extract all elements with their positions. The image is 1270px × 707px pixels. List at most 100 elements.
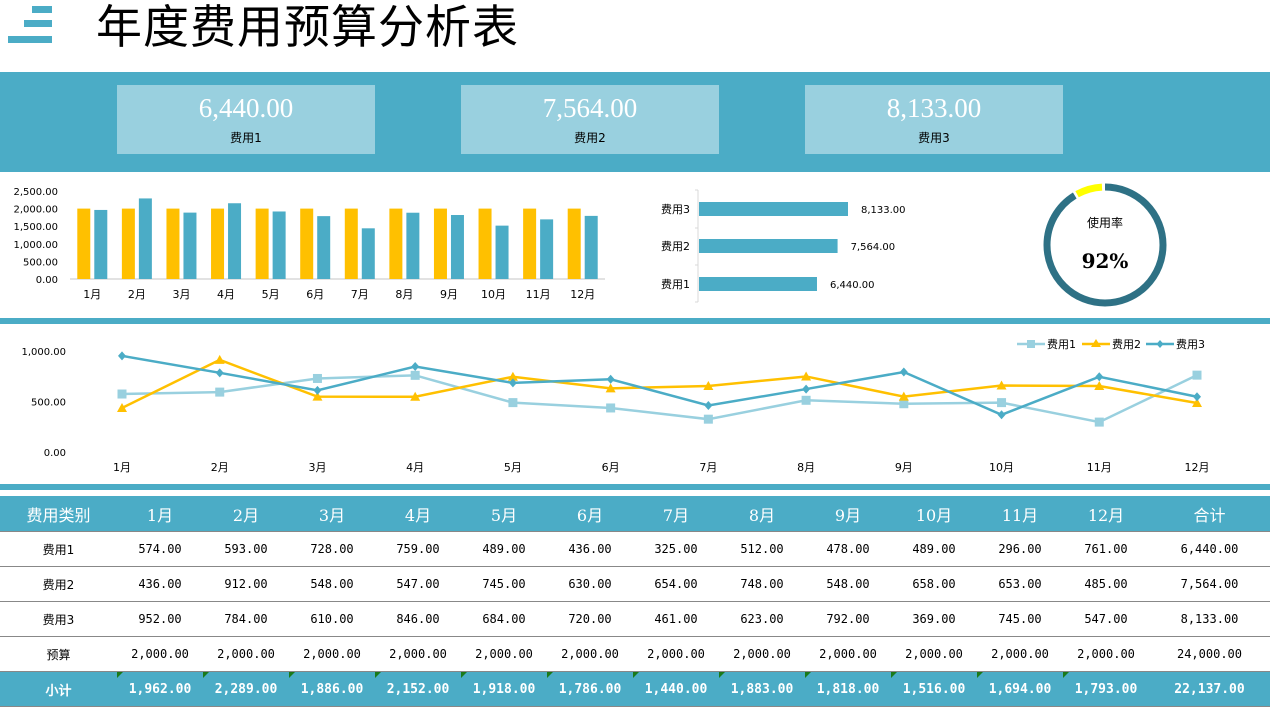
table-cell[interactable]: 547.00 <box>375 566 461 602</box>
data-point <box>997 398 1007 408</box>
subtotal-cell[interactable]: 1,886.00 <box>289 671 375 707</box>
x-tick-label: 5月 <box>504 461 522 474</box>
data-point <box>899 399 909 409</box>
header-column: 合计 <box>1149 496 1270 532</box>
row-label[interactable]: 预算 <box>0 636 117 672</box>
data-point <box>802 384 811 394</box>
table-cell[interactable]: 593.00 <box>203 531 289 567</box>
table-cell[interactable]: 7,564.00 <box>1149 566 1270 602</box>
table-cell[interactable]: 610.00 <box>289 601 375 637</box>
header-column: 1月 <box>117 496 203 532</box>
x-tick-label: 9月 <box>440 288 458 301</box>
table-cell[interactable]: 478.00 <box>805 531 891 567</box>
kpi-label: 费用3 <box>918 131 950 145</box>
subtotal-cell[interactable]: 1,793.00 <box>1063 671 1149 707</box>
table-cell[interactable]: 489.00 <box>461 531 547 567</box>
table-cell[interactable]: 653.00 <box>977 566 1063 602</box>
monthly-bar-chart: 0.00 500.00 1,000.00 1,500.00 2,000.00 2,500.… <box>13 187 605 301</box>
data-point <box>1094 417 1104 427</box>
menu-bar-top <box>32 6 52 13</box>
subtotal-cell[interactable]: 1,786.00 <box>547 671 633 707</box>
subtotal-cell[interactable]: 22,137.00 <box>1149 671 1270 707</box>
table-cell[interactable]: 748.00 <box>719 566 805 602</box>
header-category: 费用类别 <box>0 496 117 532</box>
table-cell[interactable]: 2,000.00 <box>461 636 547 672</box>
menu-bars-icon <box>8 6 52 44</box>
subtotal-bar <box>584 215 598 279</box>
subtotal-cell[interactable]: 2,289.00 <box>203 671 289 707</box>
table-cell[interactable]: 761.00 <box>1063 531 1149 567</box>
table-cell[interactable]: 2,000.00 <box>1063 636 1149 672</box>
table-cell[interactable]: 296.00 <box>977 531 1063 567</box>
data-point <box>997 410 1006 420</box>
table-cell[interactable]: 720.00 <box>547 601 633 637</box>
subtotal-cell[interactable]: 1,516.00 <box>891 671 977 707</box>
subtotal-cell[interactable]: 1,918.00 <box>461 671 547 707</box>
subtotal-cell[interactable]: 1,818.00 <box>805 671 891 707</box>
budget-bar <box>300 208 314 279</box>
subtotal-cell[interactable]: 1,694.00 <box>977 671 1063 707</box>
table-cell[interactable]: 369.00 <box>891 601 977 637</box>
table-cell[interactable]: 2,000.00 <box>891 636 977 672</box>
row-label[interactable]: 费用3 <box>0 601 117 637</box>
table-cell[interactable]: 2,000.00 <box>117 636 203 672</box>
table-cell[interactable]: 325.00 <box>633 531 719 567</box>
table-cell[interactable]: 489.00 <box>891 531 977 567</box>
table-cell[interactable]: 759.00 <box>375 531 461 567</box>
data-point <box>508 398 518 408</box>
subtotal-cell[interactable]: 1,883.00 <box>719 671 805 707</box>
table-cell[interactable]: 952.00 <box>117 601 203 637</box>
table-cell[interactable]: 485.00 <box>1063 566 1149 602</box>
budget-bar <box>211 208 225 279</box>
table-cell[interactable]: 548.00 <box>289 566 375 602</box>
table-cell[interactable]: 658.00 <box>891 566 977 602</box>
subtotal-cell[interactable]: 2,152.00 <box>375 671 461 707</box>
table-cell[interactable]: 792.00 <box>805 601 891 637</box>
table-cell[interactable]: 728.00 <box>289 531 375 567</box>
subtotal-label[interactable]: 小计 <box>0 671 117 707</box>
table-cell[interactable]: 512.00 <box>719 531 805 567</box>
table-cell[interactable]: 784.00 <box>203 601 289 637</box>
table-cell[interactable]: 630.00 <box>547 566 633 602</box>
table-cell[interactable]: 846.00 <box>375 601 461 637</box>
row-label[interactable]: 费用1 <box>0 531 117 567</box>
row-label[interactable]: 费用2 <box>0 566 117 602</box>
table-cell[interactable]: 2,000.00 <box>719 636 805 672</box>
budget-bar <box>567 208 581 279</box>
table-cell[interactable]: 8,133.00 <box>1149 601 1270 637</box>
table-cell[interactable]: 745.00 <box>461 566 547 602</box>
table-cell[interactable]: 574.00 <box>117 531 203 567</box>
table-cell[interactable]: 6,440.00 <box>1149 531 1270 567</box>
table-cell[interactable]: 745.00 <box>977 601 1063 637</box>
y-tick-label: 2,000.00 <box>13 205 58 216</box>
table-cell[interactable]: 912.00 <box>203 566 289 602</box>
data-point <box>1095 372 1104 382</box>
table-cell[interactable]: 2,000.00 <box>633 636 719 672</box>
data-point <box>898 391 909 401</box>
table-cell[interactable]: 24,000.00 <box>1149 636 1270 672</box>
table-cell[interactable]: 547.00 <box>1063 601 1149 637</box>
subtotal-cell[interactable]: 1,962.00 <box>117 671 203 707</box>
budget-bar <box>77 208 91 279</box>
table-cell[interactable]: 684.00 <box>461 601 547 637</box>
table-cell[interactable]: 2,000.00 <box>375 636 461 672</box>
table-cell[interactable]: 436.00 <box>117 566 203 602</box>
table-cell[interactable]: 548.00 <box>805 566 891 602</box>
category-label: 费用1 <box>661 278 690 291</box>
subtotal-cell[interactable]: 1,440.00 <box>633 671 719 707</box>
section-divider <box>0 484 1270 490</box>
table-cell[interactable]: 2,000.00 <box>547 636 633 672</box>
table-cell[interactable]: 2,000.00 <box>977 636 1063 672</box>
x-tick-label: 3月 <box>308 461 326 474</box>
table-cell[interactable]: 2,000.00 <box>805 636 891 672</box>
table-cell[interactable]: 2,000.00 <box>203 636 289 672</box>
monthly-line-chart: 0.00 500.00 1,000.00 1月 2月 3月 4月 5月 6月 7月 8月 9月 10月 1… <box>21 338 1209 474</box>
table-header-row: 费用类别 1月 2月 3月 4月 5月 6月 7月 8月 9月 10月 11月 12月 合计 <box>0 496 1270 532</box>
data-point <box>118 351 126 361</box>
table-cell[interactable]: 2,000.00 <box>289 636 375 672</box>
table-cell[interactable]: 461.00 <box>633 601 719 637</box>
table-cell[interactable]: 436.00 <box>547 531 633 567</box>
table-cell[interactable]: 654.00 <box>633 566 719 602</box>
x-tick-label: 1月 <box>113 461 131 474</box>
table-cell[interactable]: 623.00 <box>719 601 805 637</box>
